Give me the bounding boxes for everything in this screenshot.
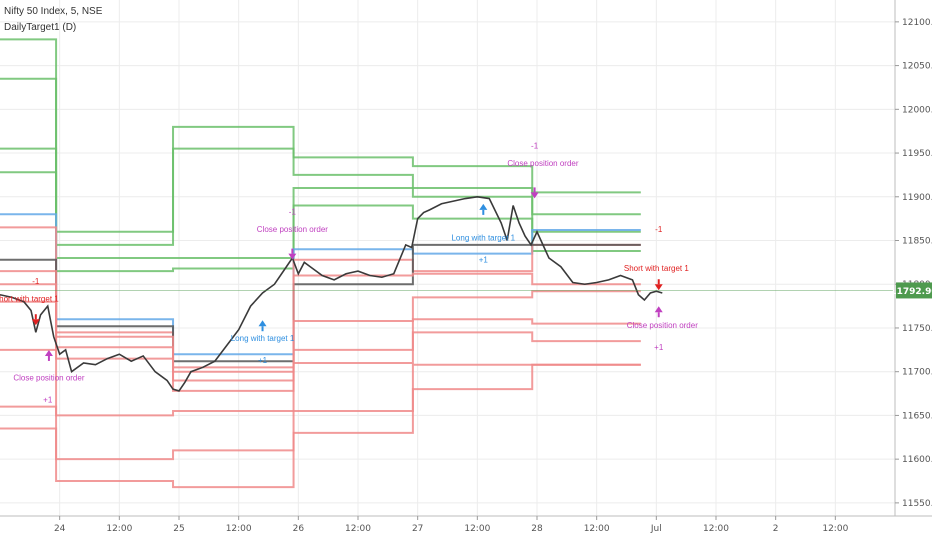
signal-annotation: +1 [43,395,53,404]
signal-annotation: Long with target 1 [451,234,515,243]
x-tick-label: 12:00 [703,524,729,534]
x-tick-label: 2 [773,524,779,534]
x-tick-label: 12:00 [584,524,610,534]
study-label: DailyTarget1 (D) [4,22,77,33]
x-tick-label: 12:00 [226,524,252,534]
y-tick-label: 11700.00 [902,368,932,378]
y-tick-label: 12000.00 [902,105,932,115]
signal-annotation: -1 [289,207,297,216]
x-tick-label: 24 [54,524,66,534]
y-tick-label: 11750.00 [902,324,932,334]
y-tick-label: 11850.00 [902,237,932,247]
signal-annotation: Close position order [13,373,84,382]
signal-arrow-down [31,319,40,326]
x-tick-label: 26 [293,524,305,534]
signal-arrow-down [530,192,539,199]
y-tick-label: 12050.00 [902,62,932,72]
level-line-red [0,363,641,461]
signal-annotation: +1 [479,255,489,264]
x-tick-label: 25 [173,524,184,534]
symbol-title: Nifty 50 Index, 5, NSE [4,6,103,17]
signal-arrow-up [44,349,53,356]
signal-annotation: Close position order [627,321,698,330]
level-line-green [0,38,641,233]
x-tick-label: 27 [412,524,423,534]
signal-annotation: +1 [258,356,268,365]
x-tick-label: 12:00 [822,524,848,534]
signal-arrow-up [654,306,663,313]
last-price-label: 11792.90 [890,287,932,297]
signal-arrow-up [258,320,267,327]
y-tick-label: 11550.00 [902,499,932,509]
signal-annotation: Close position order [507,159,578,168]
x-tick-label: 28 [531,524,543,534]
last-price-badge [896,282,932,299]
signal-annotation: -1 [655,225,663,234]
x-tick-label: 12:00 [106,524,132,534]
y-tick-label: 11600.00 [902,455,932,465]
signal-annotation: -1 [531,142,539,151]
signal-annotation: Short with target 1 [0,295,59,304]
y-tick-label: 11900.00 [902,193,932,203]
signal-annotation: Long with target 1 [231,334,295,343]
signal-annotation: Short with target 1 [624,264,689,273]
y-tick-label: 11950.00 [902,149,932,159]
y-tick-label: 12100.00 [902,18,932,28]
signal-annotation: Close position order [257,225,328,234]
level-line-red [0,363,641,489]
level-line-red [0,331,641,417]
signal-annotation: -1 [32,277,40,286]
y-tick-label: 11650.00 [902,411,932,421]
price-series [0,195,663,392]
signal-annotation: +1 [654,343,664,352]
x-tick-label: 12:00 [345,524,371,534]
x-tick-label: Jul [650,524,662,534]
level-line-dark [0,243,641,363]
signal-arrow-down [654,284,663,291]
signal-arrow-up [479,203,488,210]
signal-arrow-down [288,253,297,260]
x-tick-label: 12:00 [464,524,490,534]
